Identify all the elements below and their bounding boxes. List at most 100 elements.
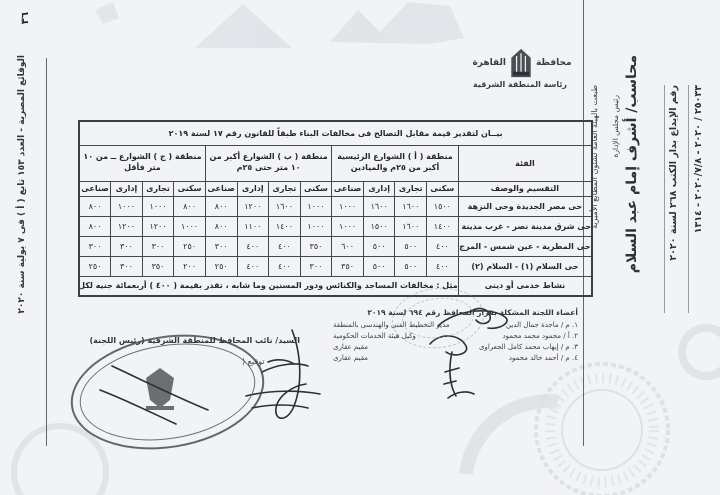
chairman-title-line: رئيس مجلس الإدارة <box>611 95 620 158</box>
member-number: ٣. <box>572 343 578 351</box>
zone-c-header: منطقة ( ج ) الشوارع ــ من ١٠ متر فأقل <box>78 144 206 182</box>
stamp-inner-ring <box>400 294 476 342</box>
value-cell: ٥٠٠ <box>394 235 428 257</box>
use-header: إدارى <box>362 180 396 197</box>
value-cell: ٢٥٠ <box>173 235 206 257</box>
table-row: حى المطرية - عين شمس - المرج ٤٠٠ ٥٠٠ ٥٠٠… <box>78 235 593 257</box>
value-cell: ١٦٠٠ <box>268 195 301 217</box>
value-cell: ٤٠٠ <box>236 235 270 257</box>
member-title: مقيم عقارى <box>333 354 368 362</box>
gazette-issue-line: الوقائع المصرية - العدد ١٥٣ تابع ( أ ) ف… <box>17 55 27 314</box>
table-row: حى شرق مدينة نصر - غرب مدينة نصر ١٤٠٠ ١٦… <box>78 215 593 237</box>
deposit-rule-2 <box>688 85 689 313</box>
value-cell: ٤٠٠ <box>426 255 459 277</box>
value-cell: ١٠٠٠ <box>141 195 175 217</box>
value-cell: ١٠٠٠ <box>299 195 333 217</box>
value-cell: ٣٥٠ <box>299 235 333 257</box>
left-margin-rule <box>46 58 47 446</box>
use-header: سكنى <box>173 180 206 197</box>
use-header: صناعى <box>78 180 112 197</box>
value-cell: ٥٠٠ <box>362 235 396 257</box>
committee-member-row: ١. م / ماجدة جمال الدين مدير التخطيط الف… <box>333 321 578 329</box>
value-cell: ٣٠٠ <box>299 255 333 277</box>
value-cell: ١٢٠٠ <box>141 215 175 237</box>
value-cell: ٤٠٠ <box>426 235 459 257</box>
page-number: ٣٦ <box>20 12 31 25</box>
value-cell: ١٥٠٠ <box>426 195 459 217</box>
use-header: صناعى <box>204 180 238 197</box>
value-cell: ٨٠٠ <box>78 215 112 237</box>
value-cell: ٢٥٠ <box>78 255 112 277</box>
value-cell: ٣٠٠ <box>141 235 175 257</box>
table-row: حى مصر الجديدة وحى النزهة ١٥٠٠ ١٦٠٠ ١٦٠٠… <box>78 195 593 217</box>
member-title: وكيل هيئة الخدمات الحكومية <box>333 332 416 340</box>
value-cell: ٨٠٠ <box>78 195 112 217</box>
district-name: حى شرق مدينة نصر - غرب مدينة نصر <box>457 215 593 237</box>
member-number: ٤. <box>572 354 578 362</box>
value-cell: ٥٠٠ <box>394 255 428 277</box>
value-cell: ١٦٠٠ <box>394 215 428 237</box>
value-cell: ٣٠٠ <box>110 255 143 277</box>
use-header: إدارى <box>110 180 143 197</box>
reference-numbers-line: ٢٥٠٣٣ / ٢٠٢٠ - ٢٠٢٠/٧/٨ - ١٣١٤ <box>693 85 704 234</box>
member-number: ١. <box>572 321 578 329</box>
value-cell: ٥٠٠ <box>362 255 396 277</box>
district-name: حى مصر الجديدة وحى النزهة <box>457 195 593 217</box>
zone-a-header: منطقة ( أ ) الشوارع الرئيسية أكبر من ٢٥م… <box>331 144 459 182</box>
member-number: ٢. <box>572 332 578 340</box>
member-name: أ / محمود محمد محمود <box>502 332 570 340</box>
deposit-rule-1 <box>664 85 665 313</box>
member-title: مقيم عقارى <box>333 343 368 351</box>
governorate-word-left: القاهرة <box>472 58 506 68</box>
cairo-governorate-emblem-icon <box>511 48 531 78</box>
value-cell: ٣٥٠ <box>331 255 364 277</box>
value-cell: ١٠٠٠ <box>331 195 364 217</box>
category-header: الفئة <box>457 144 593 182</box>
value-cell: ٤٠٠ <box>268 235 301 257</box>
committee-heading: أعضاء اللجنة المشكلة بقرار المحافظ رقم ٦… <box>367 308 578 317</box>
seal-watermark <box>534 362 670 495</box>
use-header: تجارى <box>141 180 175 197</box>
deposit-number-line: رقم الإيداع بدار الكتب ٢٦٨ لسنة ٢٠٢٠ <box>668 85 679 261</box>
table-title: بيــان لتقدير قيمة مقابل التصالح فى مخال… <box>78 120 593 146</box>
use-header: سكنى <box>299 180 333 197</box>
value-cell: ١٠٠٠ <box>110 195 143 217</box>
value-cell: ٤٠٠ <box>236 255 270 277</box>
member-title: مدير التخطيط الفنى والهندسى بالمنطقة <box>333 321 450 329</box>
committee-member-row: ٢. أ / محمود محمد محمود وكيل هيئة الخدما… <box>333 332 578 340</box>
district-name: حى السلام (١) - السلام (٢) <box>457 255 593 277</box>
top-watermark-shapes <box>95 2 464 48</box>
value-cell: ٨٠٠ <box>204 215 238 237</box>
use-header: تجارى <box>394 180 428 197</box>
table-footer-row: نشاط خدمى أو دينى مثل : مخالفات المساجد … <box>78 275 593 297</box>
footer-note: مثل : مخالفات المساجد والكنائس ودور المس… <box>78 275 459 297</box>
subdivision-header: التقسيم والوصف <box>457 180 593 197</box>
stamp-inner-ring <box>72 331 263 453</box>
value-cell: ١١٠٠ <box>236 215 270 237</box>
value-cell: ١٢٠٠ <box>110 215 143 237</box>
use-header: تجارى <box>268 180 301 197</box>
governorate-word-right: محافظة <box>535 58 572 68</box>
value-cell: ١٠٠٠ <box>331 215 364 237</box>
value-cell: ٨٠٠ <box>173 195 206 217</box>
value-cell: ٣٠٠ <box>110 235 143 257</box>
value-cell: ١٢٠٠ <box>236 195 270 217</box>
table-row: حى السلام (١) - السلام (٢) ٤٠٠ ٥٠٠ ٥٠٠ ٣… <box>78 255 593 277</box>
committee-member-row: ٣. م / إيهاب محمد كامل الجعراوى مقيم عقا… <box>333 343 578 351</box>
member-name: م / إيهاب محمد كامل الجعراوى <box>478 343 570 351</box>
value-cell: ١٦٠٠ <box>362 195 396 217</box>
value-cell: ٢٥٠ <box>204 255 238 277</box>
value-cell: ٢٠٠ <box>173 255 206 277</box>
signature-label: توقيع ( <box>242 357 265 366</box>
department-line: رئاسة المنطقة الشرقية <box>473 80 567 89</box>
value-cell: ١٤٠٠ <box>268 215 301 237</box>
value-cell: ٣٥٠ <box>141 255 175 277</box>
value-cell: ٦٠٠ <box>331 235 364 257</box>
value-cell: ٣٠٠ <box>78 235 112 257</box>
value-cell: ١٦٠٠ <box>394 195 428 217</box>
value-cell: ١٠٠٠ <box>173 215 206 237</box>
committee-members-list: ١. م / ماجدة جمال الدين مدير التخطيط الف… <box>333 321 578 365</box>
value-cell: ٤٠٠ <box>268 255 301 277</box>
accountant-name-line: محاسب/ أشرف إمام عبد السلام <box>624 55 640 274</box>
